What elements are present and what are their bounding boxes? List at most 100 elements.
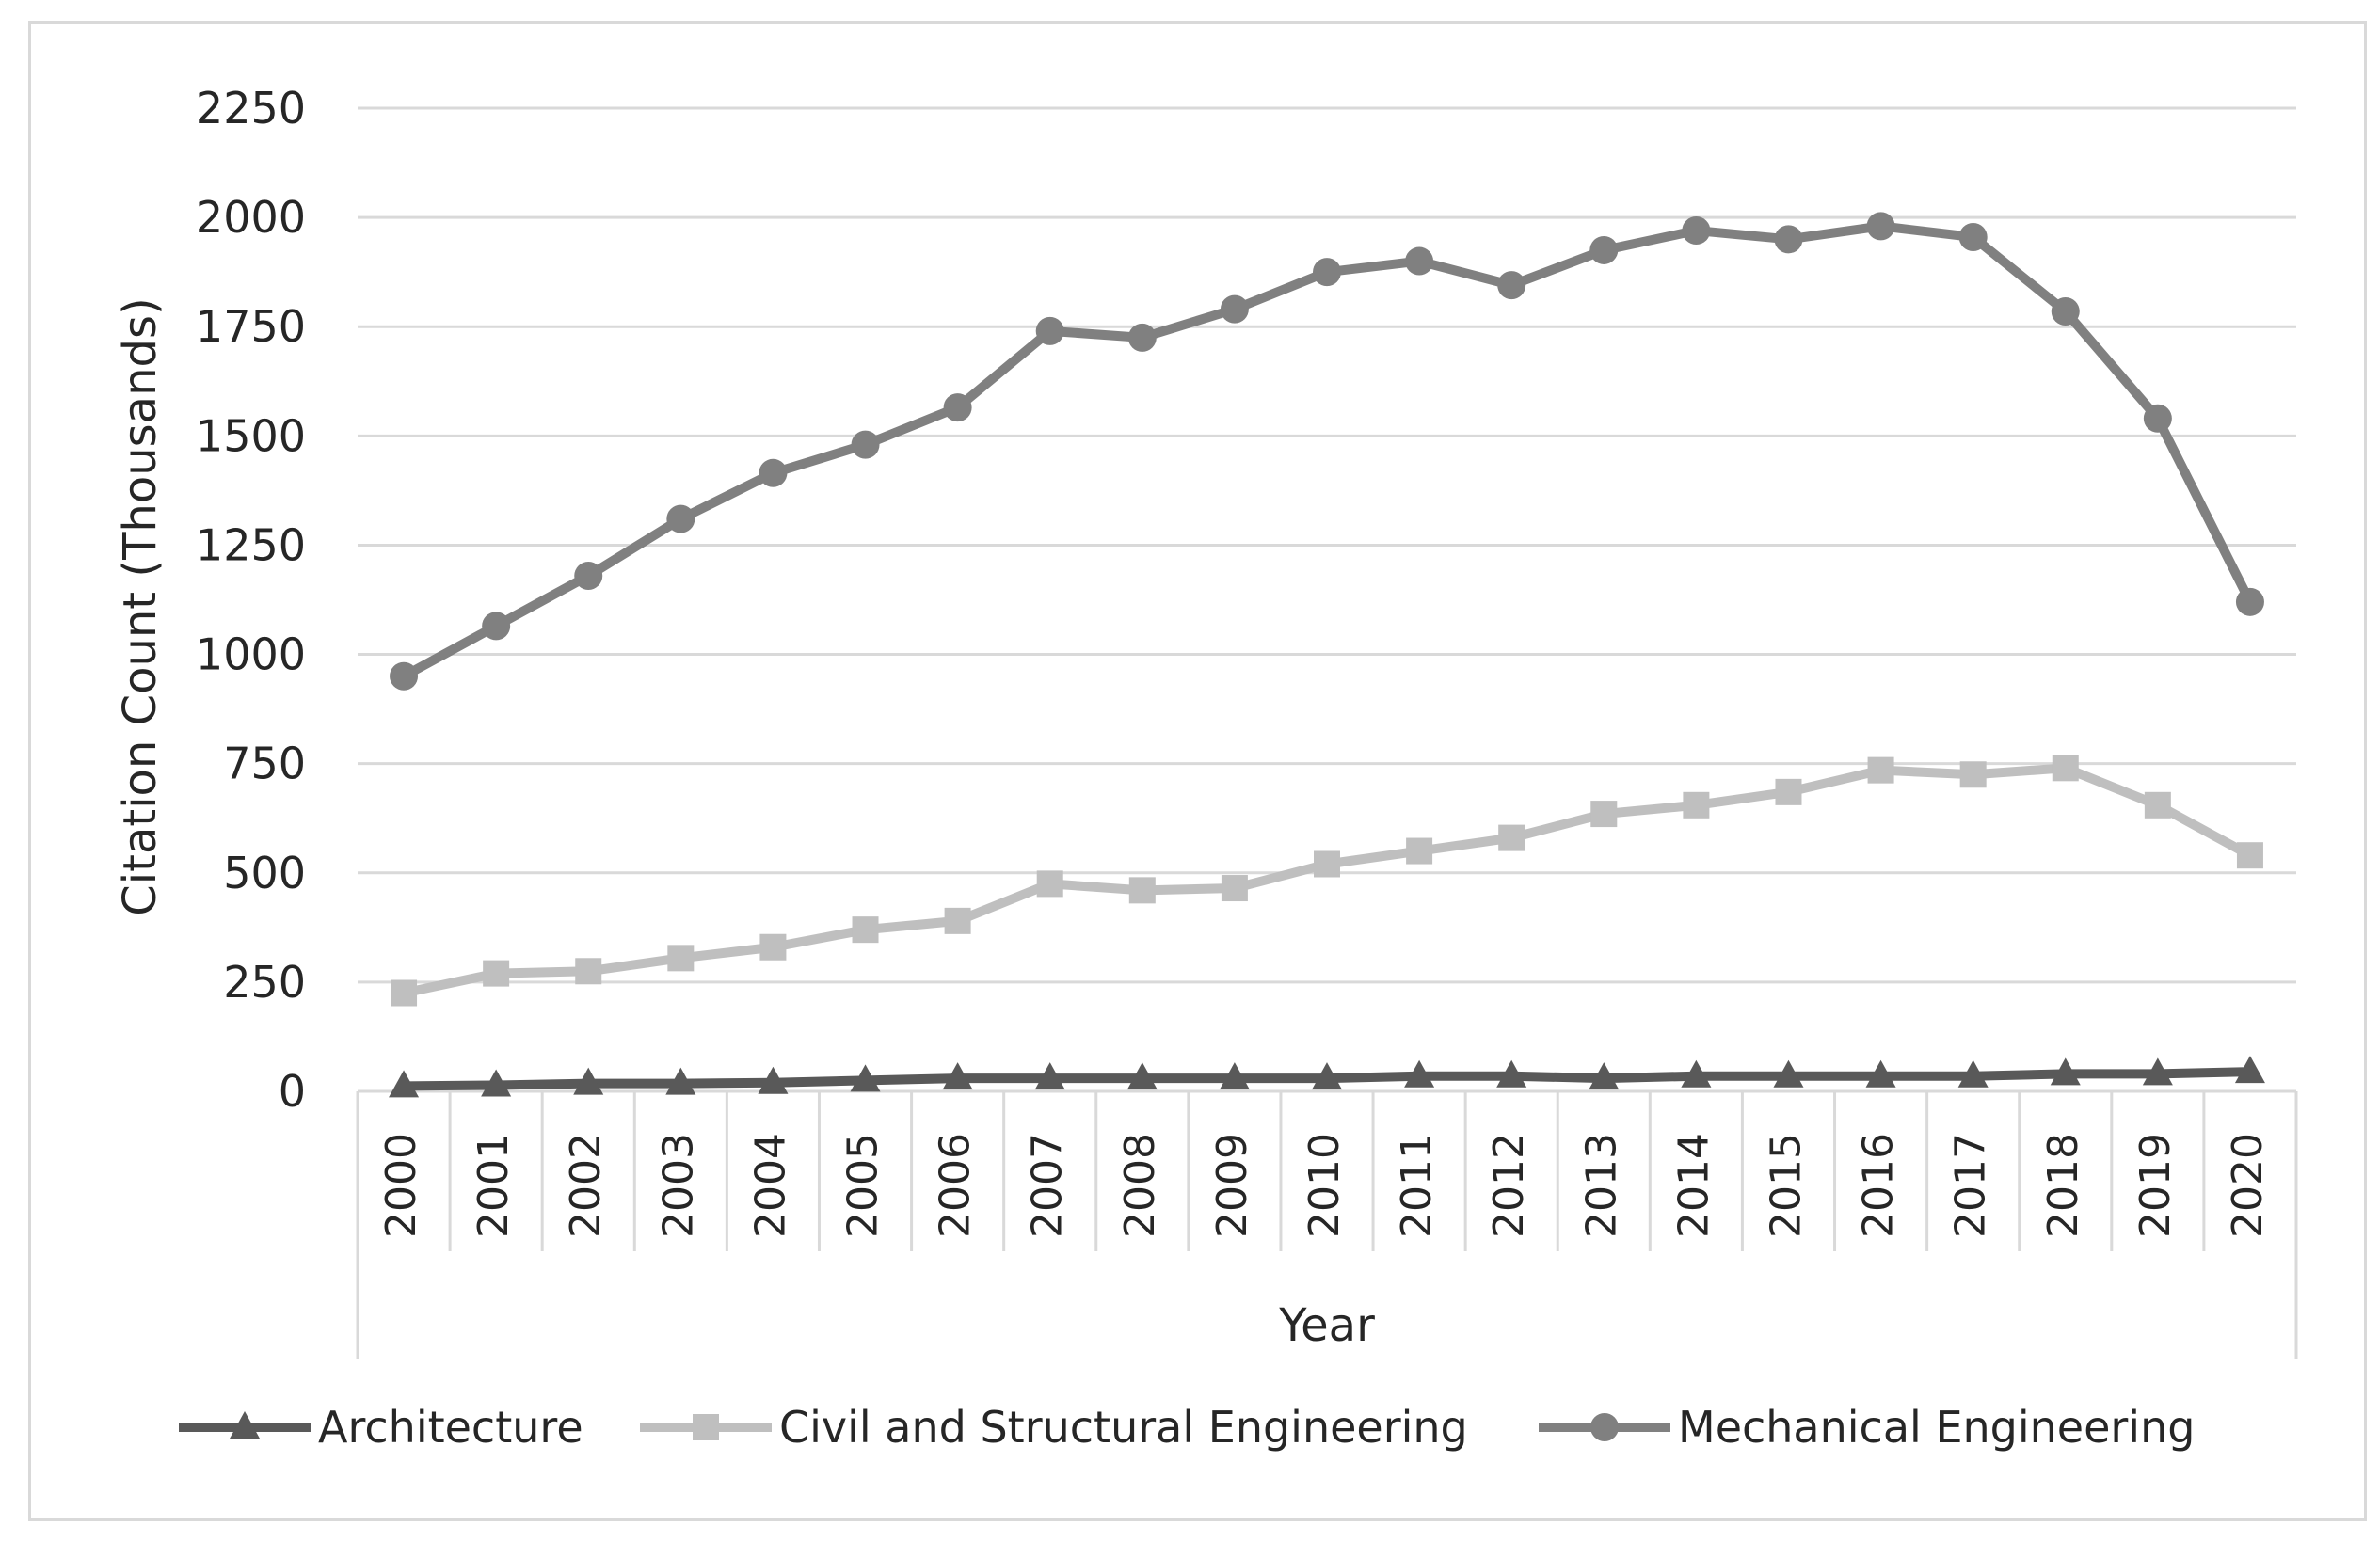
data-point [1590, 801, 1618, 828]
y-axis-ticks: 0 250 500 750 1000 1250 1500 1750 2000 2250 [196, 83, 306, 1117]
data-point [759, 933, 787, 961]
data-point [2142, 1057, 2173, 1086]
data-point [1589, 235, 1619, 264]
data-point [1957, 1059, 1989, 1088]
x-tick-label: 2012 [1485, 1133, 1533, 1238]
data-point [1682, 216, 1711, 246]
legend-label: Civil and Structural Engineering [779, 1402, 1468, 1453]
y-tick-label: 1000 [196, 629, 306, 680]
data-point [1774, 225, 1803, 254]
legend-item: Civil and Structural Engineering [640, 1402, 1468, 1453]
legend-marker [230, 1411, 260, 1439]
data-point [1220, 294, 1249, 324]
data-point [1221, 875, 1248, 902]
data-point [1406, 837, 1433, 865]
data-point [2144, 791, 2171, 819]
y-tick-label: 0 [279, 1066, 306, 1117]
data-point [390, 661, 419, 691]
data-point [573, 1067, 604, 1095]
y-tick-label: 750 [223, 739, 306, 789]
data-point [1034, 1062, 1065, 1090]
data-point [1313, 258, 1341, 287]
data-point [942, 1062, 973, 1090]
data-point [483, 960, 510, 987]
series-civil-and-structural-engineering [391, 755, 2263, 1007]
legend: Architecture Civil and Structural Enginee… [179, 1402, 2195, 1453]
series-mechanical-engineering [390, 212, 2264, 691]
data-point [944, 907, 971, 934]
x-tick-label: 2001 [470, 1133, 518, 1238]
x-tick-label: 2002 [562, 1133, 610, 1238]
data-point [2236, 842, 2263, 869]
legend-marker [693, 1414, 719, 1440]
x-tick-label: 2010 [1301, 1133, 1349, 1238]
y-tick-label: 1250 [196, 519, 306, 570]
data-point [1314, 850, 1340, 878]
x-tick-label: 2003 [654, 1133, 702, 1238]
data-point [1773, 1059, 1804, 1088]
x-tick-label: 2006 [932, 1133, 980, 1238]
data-point [943, 393, 972, 422]
x-tick-label: 2020 [2224, 1133, 2272, 1238]
data-point [851, 430, 880, 459]
x-tick-label: 2000 [377, 1133, 425, 1238]
data-point [2051, 296, 2080, 326]
data-point [1589, 1062, 1620, 1090]
data-point [1867, 756, 1894, 784]
data-point [1683, 791, 1710, 819]
x-tick-label: 2004 [746, 1133, 794, 1238]
gridlines [358, 106, 2296, 984]
x-tick-label: 2013 [1577, 1133, 1625, 1238]
data-point [1036, 870, 1063, 898]
data-point [2052, 755, 2079, 782]
x-tick-label: 2014 [1669, 1133, 1717, 1238]
y-tick-label: 1750 [196, 301, 306, 352]
legend-label: Architecture [318, 1402, 583, 1453]
x-tick-label: 2017 [1947, 1133, 1995, 1238]
data-point [389, 1070, 420, 1098]
x-tick-label: 2011 [1393, 1133, 1441, 1238]
series-architecture [389, 1056, 2265, 1098]
data-point [666, 504, 695, 533]
y-tick-label: 2250 [196, 83, 306, 134]
x-tick-label: 2016 [1855, 1133, 1903, 1238]
data-point [1496, 1059, 1527, 1088]
data-point [758, 1066, 789, 1094]
data-point [1126, 1062, 1158, 1090]
data-point [574, 561, 603, 590]
data-point [481, 1069, 512, 1097]
legend-marker [1590, 1413, 1619, 1441]
data-point [1128, 877, 1156, 904]
data-point [1498, 824, 1525, 851]
data-point [2143, 404, 2172, 433]
legend-item: Architecture [179, 1402, 583, 1453]
x-tick-label: 2015 [1762, 1133, 1810, 1238]
data-point [665, 1067, 696, 1095]
x-tick-label: 2009 [1208, 1133, 1256, 1238]
data-point [1312, 1062, 1342, 1090]
y-tick-label: 250 [223, 957, 306, 1008]
data-point [1404, 1059, 1435, 1088]
data-point [1866, 212, 1895, 241]
data-point [1497, 271, 1526, 300]
data-point [575, 958, 602, 985]
data-point [1127, 323, 1157, 352]
x-tick-label: 2007 [1024, 1133, 1072, 1238]
data-point [1775, 778, 1802, 805]
data-point [1219, 1062, 1250, 1090]
legend-label: Mechanical Engineering [1678, 1402, 2195, 1453]
data-point [667, 945, 695, 972]
data-point [1035, 316, 1064, 345]
data-point [1405, 246, 1434, 276]
y-tick-label: 500 [223, 848, 306, 898]
data-point [2234, 1056, 2265, 1084]
data-point [852, 916, 879, 944]
data-point [759, 458, 788, 487]
data-point [850, 1064, 881, 1092]
x-tick-label: 2005 [839, 1133, 887, 1238]
data-point [391, 979, 418, 1007]
data-point [482, 612, 511, 641]
data-point [1865, 1059, 1896, 1088]
series-layer [389, 212, 2265, 1098]
